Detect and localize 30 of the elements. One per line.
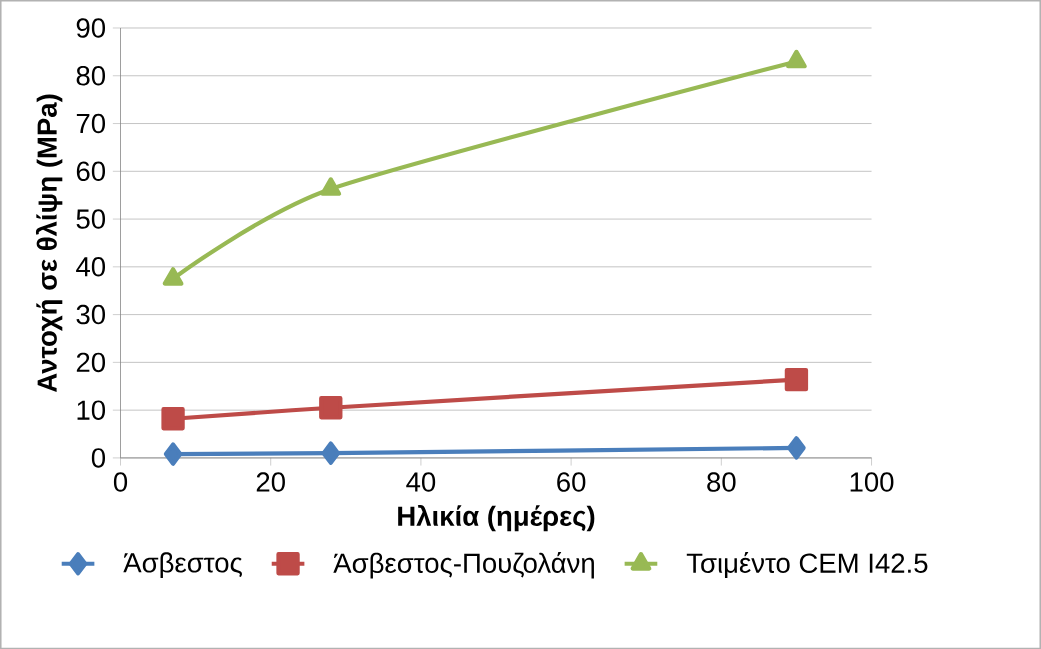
legend-label: Άσβεστος [123, 552, 242, 578]
x-tick-label: 0 [113, 472, 128, 492]
point [320, 177, 342, 196]
y-tick-label: 0 [91, 448, 106, 468]
point [319, 396, 343, 420]
y-tick-label: 40 [76, 257, 106, 277]
point [161, 406, 185, 431]
legend-label: Τσιμέντο CEM I42.5 [686, 551, 928, 578]
x-tick-label: 40 [406, 472, 436, 492]
point [787, 436, 806, 460]
point [321, 441, 341, 465]
x-tick-label: 20 [256, 472, 285, 492]
point [784, 367, 809, 392]
point [163, 442, 183, 466]
y-tick-label: 70 [76, 113, 106, 134]
y-tick-label: 80 [76, 65, 106, 86]
x-tick-label: 100 [850, 472, 894, 492]
y-tick-label: 60 [76, 161, 106, 181]
y-tick-label: 20 [76, 352, 106, 373]
y-tick-label: 10 [77, 400, 106, 420]
y-tick-label: 30 [76, 304, 106, 325]
y-axis-title: Αντοχή σε θλίψη (MPa) [35, 94, 63, 392]
point [786, 49, 807, 69]
point [162, 267, 184, 286]
x-tick-label: 60 [557, 472, 586, 492]
legend-label: Άσβεστος-Πουζολάνη [333, 551, 594, 579]
y-tick-label: 50 [76, 209, 106, 229]
x-tick-label: 80 [707, 472, 736, 492]
x-axis-title: Ηλικία (ημέρες) [398, 504, 595, 532]
y-tick-label: 90 [76, 18, 106, 38]
